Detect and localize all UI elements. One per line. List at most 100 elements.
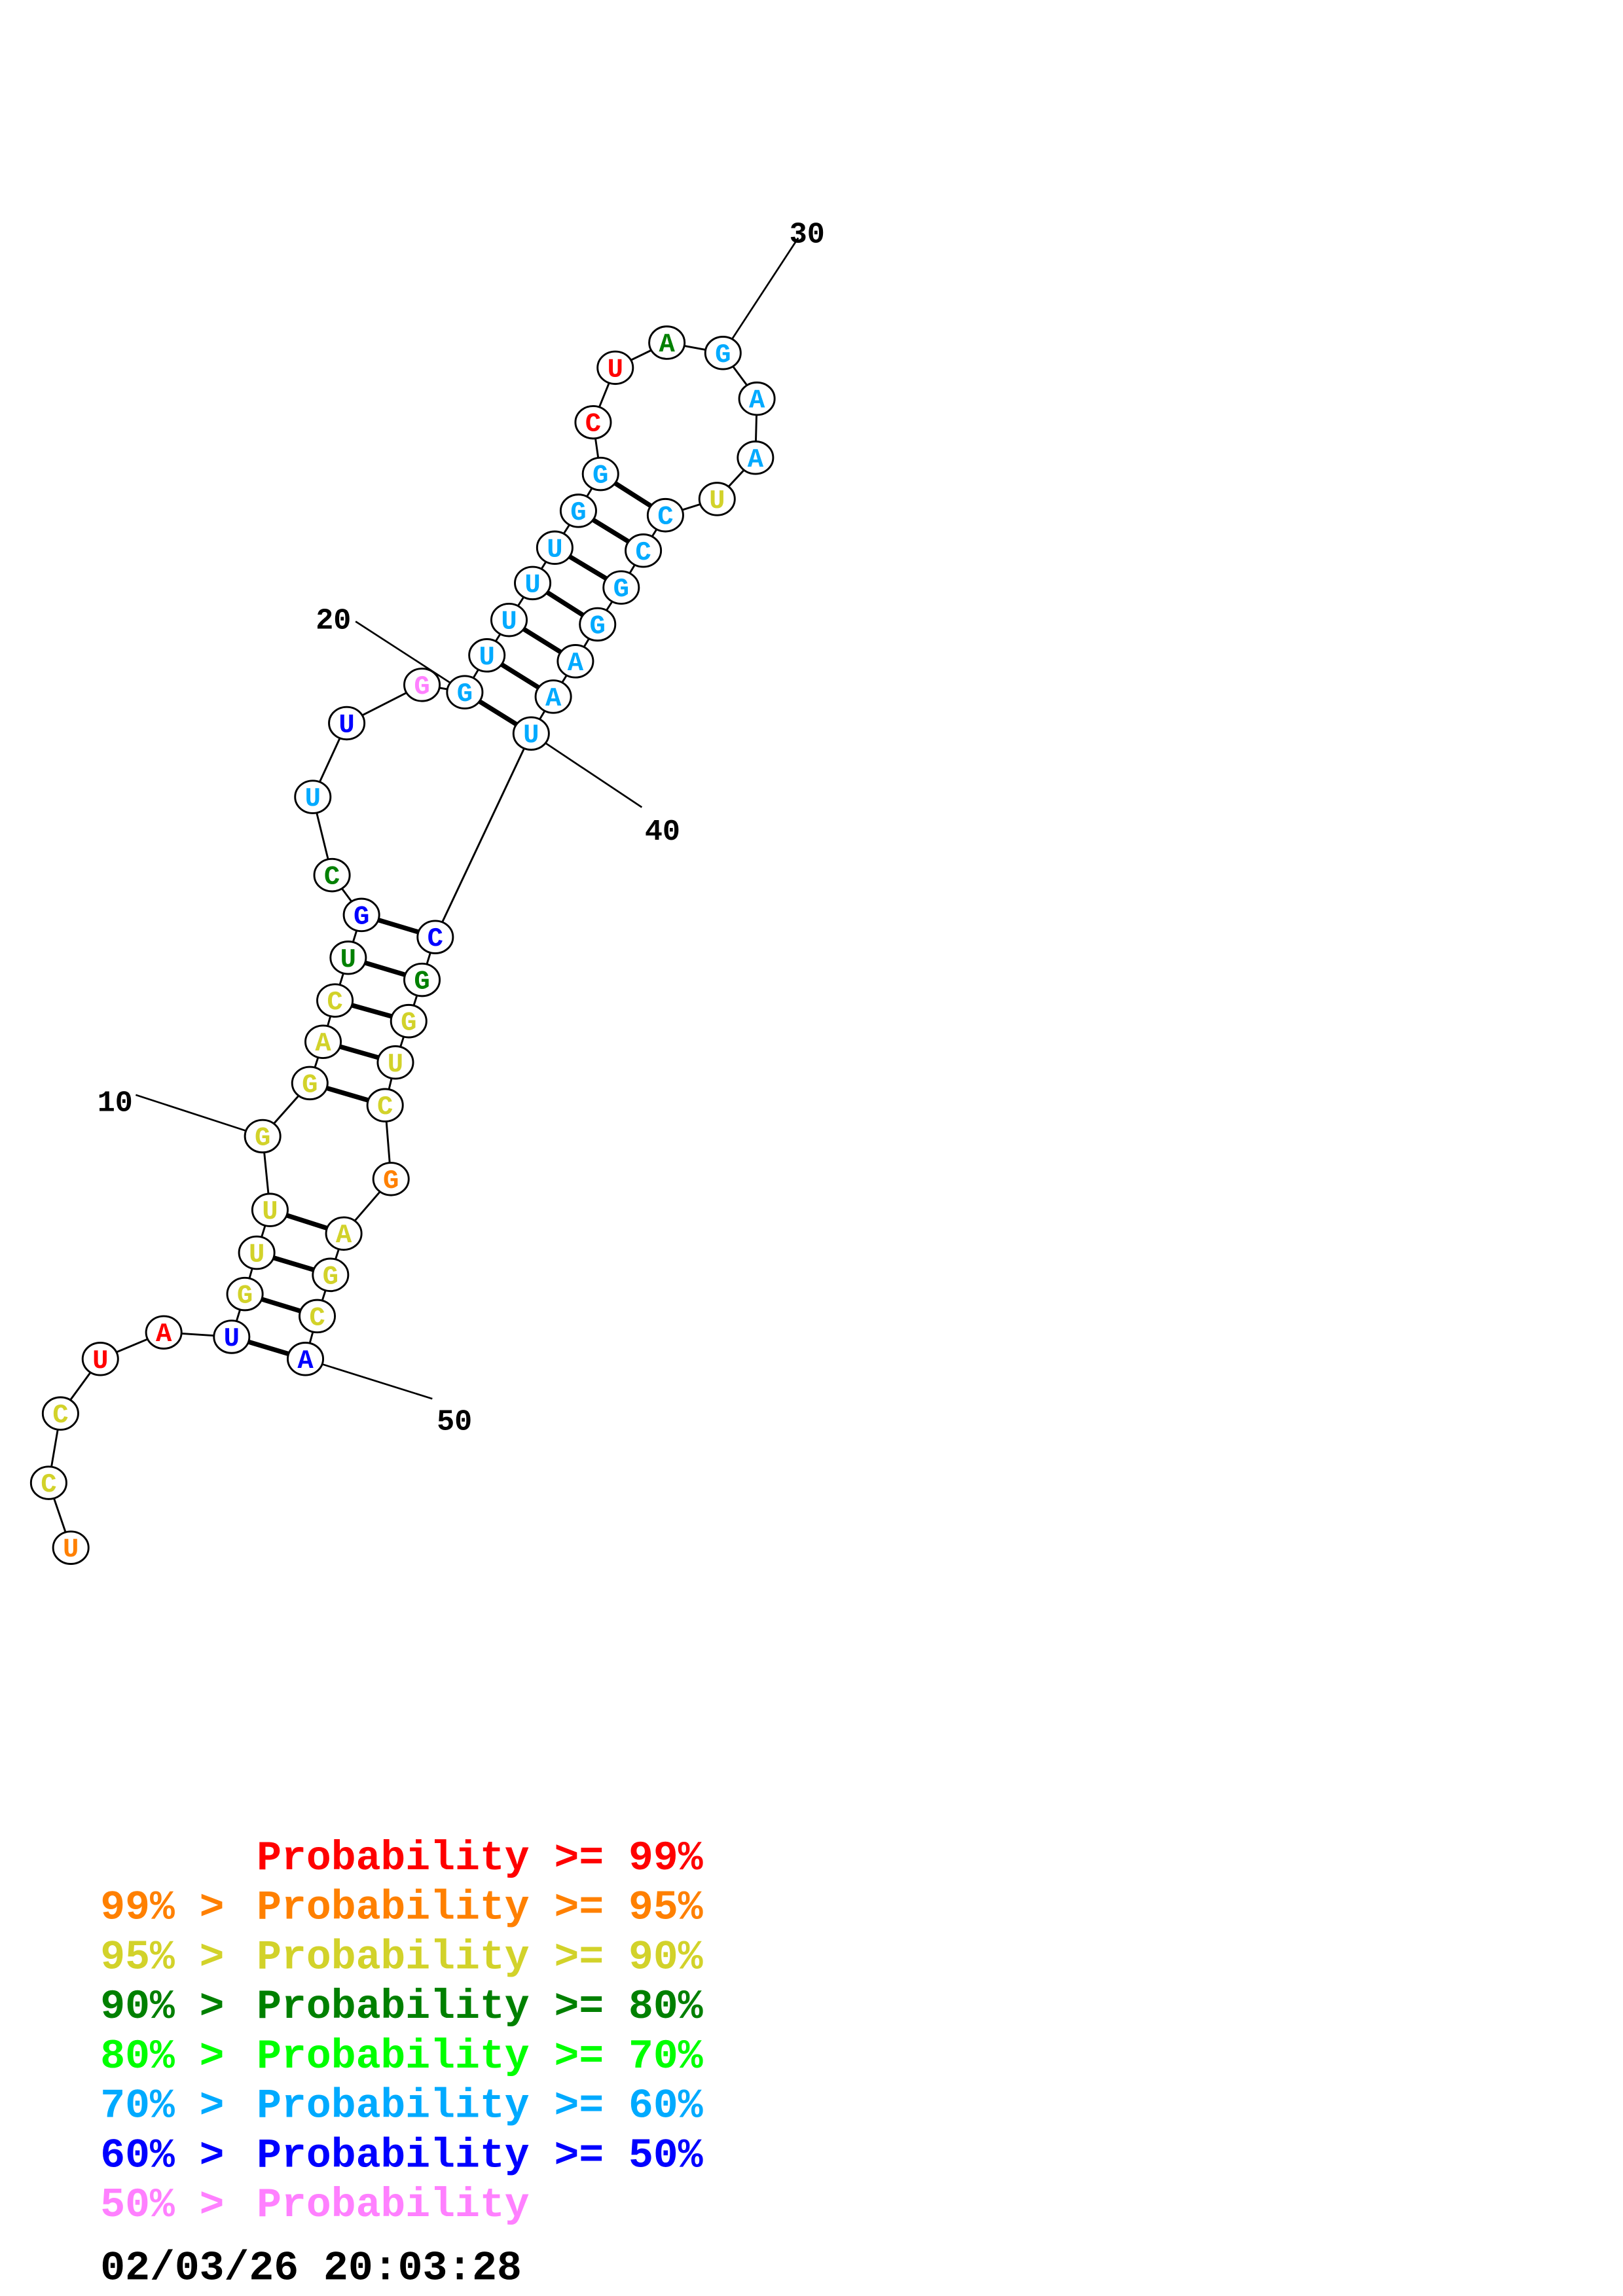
nucleotide-base: U bbox=[388, 1050, 403, 1080]
nucleotide-circle bbox=[403, 668, 441, 702]
nucleotide-base: G bbox=[401, 1009, 416, 1039]
legend-text: Probability >= 95% bbox=[257, 1884, 703, 1931]
nucleotide-base: C bbox=[324, 863, 340, 893]
nucleotide-circle bbox=[536, 530, 574, 565]
nucleotide-circle bbox=[596, 350, 634, 386]
nucleotide-base: G bbox=[715, 340, 731, 370]
nucleotide-circle bbox=[646, 497, 684, 533]
nucleotide-base: A bbox=[297, 1346, 314, 1376]
nucleotide-circle bbox=[366, 1088, 404, 1122]
nucleotide-circle bbox=[213, 1319, 251, 1354]
nucleotide-circle bbox=[579, 607, 617, 642]
nucleotide-circle bbox=[559, 493, 597, 528]
nucleotide-circle bbox=[446, 675, 484, 709]
nucleotide: G bbox=[559, 493, 597, 528]
nucleotide-circle bbox=[416, 920, 454, 954]
nucleotide-circle bbox=[390, 1003, 428, 1039]
nucleotide-base: U bbox=[224, 1324, 240, 1354]
nucleotide-circle bbox=[52, 1530, 90, 1565]
nucleotide: U bbox=[596, 350, 634, 386]
position-tick-line bbox=[355, 620, 465, 693]
nucleotide: G bbox=[342, 897, 380, 932]
nucleotide: C bbox=[625, 533, 663, 568]
nucleotide-base: U bbox=[501, 607, 517, 637]
nucleotide: C bbox=[366, 1088, 404, 1122]
nucleotide-base: A bbox=[749, 386, 765, 416]
nucleotide: A bbox=[325, 1216, 363, 1251]
nucleotide: U bbox=[536, 530, 574, 565]
nucleotide: G bbox=[403, 962, 441, 997]
nucleotide: U bbox=[213, 1319, 251, 1354]
nucleotide-base: U bbox=[524, 570, 540, 600]
nucleotide-base: A bbox=[659, 330, 675, 360]
base-pairs bbox=[230, 472, 667, 1361]
nucleotide: A bbox=[534, 679, 572, 714]
nucleotide-base: U bbox=[340, 945, 356, 975]
nucleotide-base: A bbox=[336, 1221, 352, 1251]
nucleotide-circle bbox=[738, 381, 776, 416]
nucleotide-circle bbox=[286, 1342, 325, 1376]
nucleotide-base: G bbox=[302, 1070, 318, 1100]
nucleotide-circle bbox=[602, 570, 640, 605]
legend-prefix: 80% > bbox=[100, 2033, 249, 2080]
position-label: 20 bbox=[316, 604, 351, 638]
nucleotide-circle bbox=[490, 602, 528, 637]
nucleotide-base: U bbox=[338, 710, 354, 740]
nucleotide-base: U bbox=[608, 355, 623, 385]
nucleotide-circle bbox=[244, 1119, 282, 1154]
nucleotide-base: G bbox=[593, 461, 608, 492]
nucleotide-circle bbox=[238, 1235, 276, 1270]
probability-legend: Probability >= 99%99% > Probability >= 9… bbox=[100, 1835, 703, 2229]
nucleotide-circle bbox=[556, 644, 594, 679]
nucleotide: U bbox=[698, 482, 736, 516]
position-label: 50 bbox=[437, 1405, 472, 1439]
nucleotide: A bbox=[648, 325, 686, 360]
nucleotide-base: U bbox=[262, 1197, 278, 1227]
timestamp: 02/03/26 20:03:28 bbox=[100, 2245, 522, 2292]
nucleotide-base: G bbox=[590, 611, 606, 641]
position-tick-line bbox=[722, 237, 799, 354]
nucleotide: G bbox=[403, 668, 441, 702]
nucleotide-base: C bbox=[41, 1470, 56, 1500]
nucleotide-base: A bbox=[568, 649, 584, 679]
nucleotide: A bbox=[737, 440, 775, 475]
nucleotide: G bbox=[602, 570, 640, 605]
legend-entry: 60% > Probability >= 50% bbox=[100, 2132, 703, 2179]
nucleotide: G bbox=[446, 675, 484, 709]
nucleotide: A bbox=[304, 1024, 342, 1059]
legend-prefix: 90% > bbox=[100, 1983, 249, 2030]
nucleotide: C bbox=[316, 983, 354, 1018]
nucleotide-circle bbox=[328, 706, 366, 741]
nucleotide-circle bbox=[648, 325, 686, 360]
nucleotide: U bbox=[490, 602, 528, 637]
position-label: 30 bbox=[790, 217, 825, 251]
nucleotide: U bbox=[514, 565, 552, 600]
legend-text: Probability bbox=[257, 2181, 529, 2229]
nucleotide: C bbox=[29, 1465, 67, 1500]
nucleotide-base: U bbox=[479, 643, 495, 673]
nucleotide-base: U bbox=[63, 1535, 79, 1565]
nucleotide-circle bbox=[534, 679, 572, 714]
nucleotide: U bbox=[376, 1045, 414, 1080]
nucleotide-circle bbox=[325, 1216, 363, 1251]
legend-prefix: 60% > bbox=[100, 2132, 249, 2179]
nucleotide-circle bbox=[81, 1342, 119, 1376]
nucleotide: C bbox=[574, 404, 612, 440]
legend-prefix: 70% > bbox=[100, 2083, 249, 2130]
legend-text: Probability >= 60% bbox=[257, 2083, 703, 2130]
nucleotide: G bbox=[704, 336, 742, 370]
legend-entry: 90% > Probability >= 80% bbox=[100, 1983, 703, 2030]
nucleotide: A bbox=[286, 1342, 325, 1376]
backbone-segment bbox=[434, 733, 532, 938]
position-label: 40 bbox=[645, 815, 680, 849]
nucleotide-circle bbox=[312, 1257, 350, 1293]
nucleotide-base: G bbox=[383, 1166, 399, 1196]
nucleotide-circle bbox=[512, 716, 550, 751]
legend-entry: 50% > Probability bbox=[100, 2181, 529, 2229]
nucleotide-circle bbox=[294, 780, 332, 814]
nucleotide-circle bbox=[316, 983, 354, 1018]
nucleotide-base: C bbox=[657, 503, 673, 533]
nucleotide-circle bbox=[704, 336, 742, 370]
legend-entry: 99% > Probability >= 95% bbox=[100, 1884, 703, 1931]
